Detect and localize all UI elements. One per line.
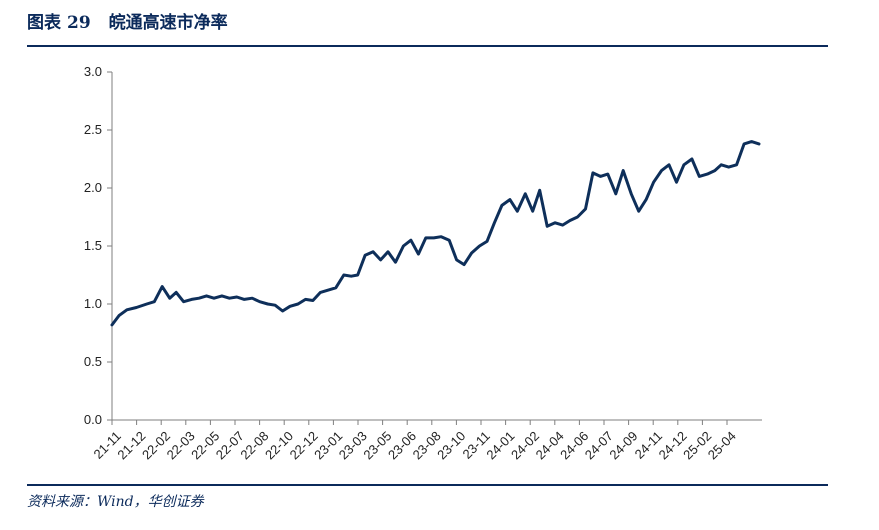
x-tick-label: 25-04 [705,428,739,462]
series-line [110,140,761,327]
x-tick-label: 23-10 [434,428,468,462]
y-axis: 0.0 0.5 1.0 1.5 2.0 2.5 3.0 [84,64,113,427]
y-tick-label: 3.0 [84,64,102,79]
plot-area [110,140,761,327]
x-axis: 21-1121-1222-0222-0322-0522-0722-0822-10… [90,419,762,462]
y-tick-label: 0.5 [84,354,102,369]
chart-area: 0.0 0.5 1.0 1.5 2.0 2.5 3.0 21-1121-1222-0222-… [84,64,762,462]
figure-label: 图表 [27,13,61,33]
x-tick-label: 24-09 [606,428,640,462]
figure-header: 图表 29 皖通高速市净率 [27,8,828,38]
y-tick-label: 2.5 [84,122,102,137]
footer-rule [27,484,828,486]
figure-title: 皖通高速市净率 [108,13,228,33]
source-note: 资料来源：Wind，华创证券 [27,494,204,510]
y-tick-label: 1.0 [84,296,102,311]
figure-number: 29 [67,13,91,33]
y-tick-label: 2.0 [84,180,102,195]
y-tick-label: 1.5 [84,238,102,253]
y-tick-label: 0.0 [84,412,102,427]
header-rule [27,45,828,47]
